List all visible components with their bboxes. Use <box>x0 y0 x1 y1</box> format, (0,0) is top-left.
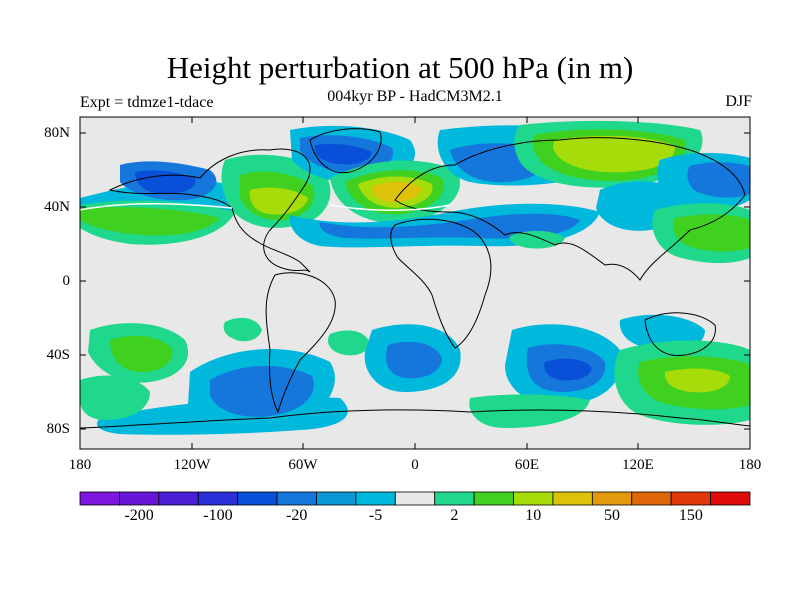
coastline-eurasia <box>394 137 746 281</box>
colorbar-swatch <box>276 491 317 506</box>
coastline-south-america <box>265 272 336 414</box>
lat-tick-label: 40S <box>46 347 70 363</box>
lon-tick-label: 0 <box>411 457 419 473</box>
contour-fill <box>110 335 173 372</box>
contour-fill <box>314 143 372 165</box>
colorbar-swatch <box>79 491 120 506</box>
contour-fill <box>687 162 750 198</box>
colorbar-swatch <box>434 491 475 506</box>
contour-fill <box>80 375 150 420</box>
lon-tick-label: 180 <box>738 457 762 473</box>
contour-fill <box>328 330 370 356</box>
lon-tick-label: 60W <box>288 457 318 473</box>
season-label: DJF <box>725 93 752 110</box>
colorbar-swatch <box>237 491 278 506</box>
colorbar-swatch <box>158 491 199 506</box>
coastline-north-america <box>108 148 311 273</box>
contour-fill <box>672 214 750 252</box>
contour-fill <box>80 207 220 236</box>
colorbar-tick-label: -20 <box>286 507 308 524</box>
coastlines <box>80 128 750 429</box>
colorbar-tick-label: 150 <box>678 507 703 524</box>
colorbar-swatch <box>513 491 554 506</box>
colorbar-tick-label: -200 <box>124 507 154 524</box>
zero-contour-line <box>80 202 233 211</box>
coastline-australia <box>644 312 716 357</box>
contour-fill <box>553 135 676 173</box>
contour-fill <box>249 187 308 215</box>
lat-tick-label: 80S <box>46 421 70 437</box>
contour-fill <box>372 181 422 202</box>
lon-tick-label: 120W <box>173 457 211 473</box>
colorbar-swatch <box>394 491 436 506</box>
coastline-antarctica <box>80 409 750 429</box>
lat-tick-label: 80N <box>44 125 70 141</box>
contour-fill <box>135 170 196 194</box>
lat-tick-label: 0 <box>62 273 71 289</box>
map-title: Height perturbation at 500 hPa (in m) <box>166 50 634 85</box>
experiment-label: Expt = tdmze1-tdace <box>80 94 214 111</box>
colorbar-swatch <box>591 491 633 506</box>
colorbar-tick-label: 2 <box>450 507 459 524</box>
colorbar-swatch <box>119 491 160 506</box>
map-plot-area <box>80 117 750 449</box>
colorbar-tick-label: 50 <box>604 507 621 524</box>
zero-contour-line <box>329 204 451 211</box>
contour-fill <box>223 317 262 342</box>
colorbar-tick-label: 10 <box>525 507 542 524</box>
colorbar-swatch <box>670 491 711 506</box>
lat-tick-label: 40N <box>44 199 70 215</box>
colorbar-swatch <box>473 491 514 506</box>
coastline-greenland <box>309 128 382 174</box>
coastline-africa <box>390 218 492 349</box>
map-subtitle: 004kyr BP - HadCM3M2.1 <box>327 88 503 105</box>
zero-contours <box>80 202 451 211</box>
lon-tick-label: 180 <box>68 457 92 473</box>
colorbar-tick-label: -5 <box>368 507 383 524</box>
colorbar-swatch <box>631 491 672 506</box>
contour-fill <box>210 365 314 417</box>
colorbar-swatch <box>355 491 396 506</box>
contour-fill <box>509 230 565 249</box>
colorbar-swatch <box>710 491 751 506</box>
contour-fill <box>544 358 592 381</box>
colorbar-swatch <box>316 491 357 506</box>
contour-fill <box>664 368 730 393</box>
colorbar-swatch <box>197 491 239 506</box>
lon-tick-label: 60E <box>514 457 540 473</box>
contour-fill <box>385 341 442 379</box>
colorbar <box>79 491 751 506</box>
colorbar-tick-label: -100 <box>203 507 233 524</box>
lon-tick-label: 120E <box>622 457 654 473</box>
contour-fill <box>469 394 590 428</box>
colorbar-swatch <box>552 491 593 506</box>
axis-ticks <box>79 117 751 449</box>
